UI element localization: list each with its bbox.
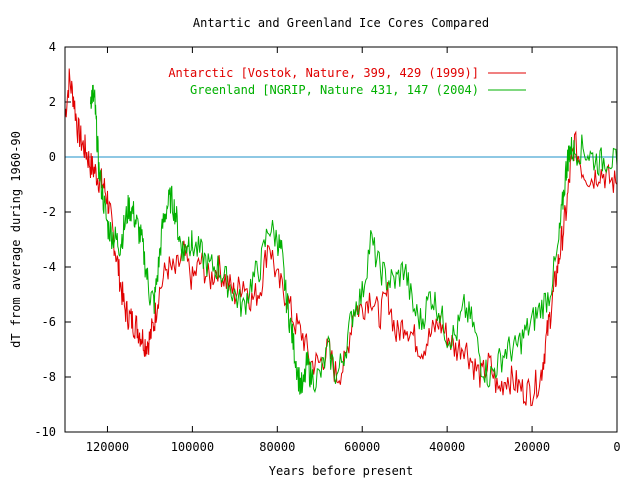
plot-frame [64,46,618,433]
y-tick-label: -4 [42,260,56,274]
chart-title: Antartic and Greenland Ice Cores Compare… [193,16,489,30]
x-tick-label: 20000 [514,440,550,454]
y-axis-label: dT from average during 1960-90 [9,131,23,348]
series-group [64,68,618,407]
y-tick-label: -2 [42,205,56,219]
x-tick-label: 0 [613,440,620,454]
legend-label: Greenland [NGRIP, Nature 431, 147 (2004) [190,83,479,97]
series-line-greenland [90,84,618,395]
series-line-antarctic [64,68,618,407]
legend-label: Antarctic [Vostok, Nature, 399, 429 (199… [168,66,479,80]
x-tick-label: 100000 [171,440,214,454]
y-tick-label: -10 [34,425,56,439]
x-tick-label: 120000 [86,440,129,454]
y-tick-label: -6 [42,315,56,329]
legend: Antarctic [Vostok, Nature, 399, 429 (199… [168,66,526,97]
x-axis-label: Years before present [269,464,414,478]
y-tick-label: -8 [42,370,56,384]
y-tick-label: 0 [49,150,56,164]
y-tick-label: 2 [49,95,56,109]
x-tick-label: 40000 [429,440,465,454]
x-tick-label: 80000 [259,440,295,454]
y-tick-label: 4 [49,40,56,54]
x-tick-label: 60000 [344,440,380,454]
